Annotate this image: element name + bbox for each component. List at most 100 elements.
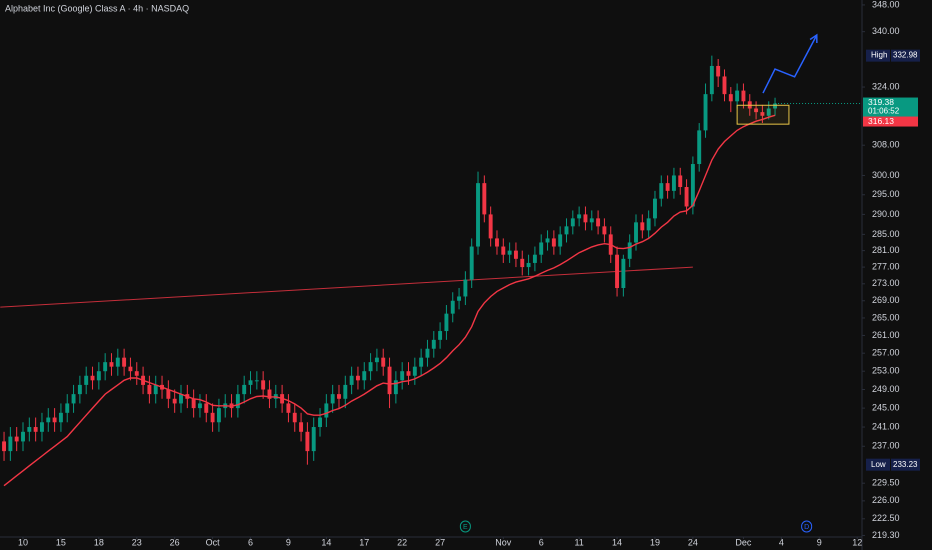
- y-tick-label: 300.00: [872, 170, 900, 180]
- projection-line: [762, 34, 818, 94]
- candle-body: [722, 76, 727, 95]
- candle-body: [773, 103, 778, 109]
- price-label-value: 233.23: [893, 460, 918, 469]
- candle-body: [507, 250, 512, 255]
- candle-body: [583, 214, 588, 223]
- y-tick-label: 219.30: [872, 530, 900, 540]
- last-price-value: 319.38: [868, 97, 894, 107]
- y-tick-label: 290.00: [872, 209, 900, 219]
- candle-body: [40, 422, 44, 432]
- y-tick-label: 237.00: [872, 441, 900, 451]
- candle-body: [564, 226, 569, 235]
- candle-body: [627, 242, 632, 259]
- candle-body: [684, 186, 689, 207]
- x-tick-label: 12: [852, 537, 862, 547]
- candle-body: [2, 441, 7, 452]
- candle-body: [766, 108, 771, 116]
- y-tick-label: 348.00: [872, 0, 900, 9]
- consolidation-box: [736, 104, 790, 125]
- x-tick-label: 9: [817, 537, 822, 547]
- candle-body: [330, 394, 335, 404]
- candle-body: [216, 408, 221, 423]
- candle-body: [14, 436, 19, 442]
- candle-body: [589, 218, 594, 223]
- candle-body: [103, 362, 108, 372]
- x-tick-label: 24: [688, 537, 698, 547]
- candle-body: [754, 108, 759, 113]
- y-tick-label: 245.00: [872, 402, 900, 412]
- arrow-head: [809, 33, 818, 44]
- candle-body: [488, 214, 493, 239]
- candle-body: [577, 214, 582, 219]
- x-tick-label: 4: [779, 537, 784, 547]
- candle-body: [58, 412, 63, 423]
- x-tick-label: 18: [94, 537, 104, 547]
- candle-body: [90, 375, 95, 381]
- candle-body: [602, 226, 607, 235]
- candle-body: [235, 394, 240, 409]
- candle-body: [659, 183, 664, 199]
- candle-body: [21, 431, 25, 442]
- candle-body: [122, 357, 127, 367]
- candle-body: [653, 198, 657, 219]
- x-tick-label: 14: [321, 537, 331, 547]
- candle-body: [172, 398, 177, 404]
- candle-body: [191, 398, 196, 409]
- event-label: D: [804, 524, 809, 531]
- y-tick-label: 295.00: [872, 189, 900, 199]
- price-label-box: [891, 49, 920, 62]
- y-tick-label: 253.00: [872, 366, 900, 376]
- candle-body: [697, 130, 702, 165]
- candle-body: [355, 375, 360, 381]
- candle-body: [463, 279, 468, 297]
- candle-body: [728, 94, 733, 102]
- candle-body: [671, 175, 676, 191]
- candle-body: [147, 384, 152, 395]
- candle-body: [179, 394, 183, 404]
- x-tick-label: 14: [612, 537, 622, 547]
- candle-body: [615, 254, 620, 289]
- candle-body: [406, 371, 411, 376]
- x-tick-label: 27: [435, 537, 445, 547]
- candle-body: [387, 366, 392, 395]
- y-tick-label: 308.00: [872, 140, 900, 150]
- candle-body: [33, 427, 38, 432]
- candle-body: [84, 375, 89, 385]
- x-tick-label: 11: [574, 537, 583, 547]
- candle-body: [551, 238, 556, 247]
- candle-body: [476, 183, 480, 247]
- candle-body: [349, 375, 354, 385]
- candle-body: [318, 417, 322, 428]
- candle-body: [8, 436, 13, 452]
- ema-line: [3, 114, 776, 487]
- candle-body: [545, 238, 550, 243]
- last-price-box: [863, 97, 918, 118]
- candle-body: [760, 112, 765, 116]
- candle-body: [400, 371, 405, 381]
- x-tick-label: Nov: [495, 537, 512, 547]
- y-tick-label: 249.00: [872, 384, 900, 394]
- candle-body: [311, 427, 316, 452]
- y-tick-label: 229.50: [872, 478, 900, 488]
- ema-price-box: [863, 116, 918, 127]
- candle-body: [374, 357, 379, 363]
- y-tick-label: 285.00: [872, 229, 900, 239]
- candle-body: [299, 422, 304, 432]
- candle-body: [197, 403, 202, 409]
- candle-body: [343, 384, 348, 399]
- candle-body: [690, 164, 695, 207]
- price-label-tag: [866, 49, 890, 62]
- candle-body: [204, 403, 209, 413]
- candle-body: [261, 380, 266, 390]
- event-label: E: [463, 524, 468, 531]
- x-tick-label: 6: [248, 537, 253, 547]
- candle-body: [248, 380, 253, 385]
- candle-body: [741, 90, 746, 102]
- x-tick-label: 22: [397, 537, 407, 547]
- candle-body: [634, 222, 638, 243]
- trendline: [0, 266, 693, 308]
- candle-body: [431, 339, 436, 349]
- candle-body: [419, 357, 424, 367]
